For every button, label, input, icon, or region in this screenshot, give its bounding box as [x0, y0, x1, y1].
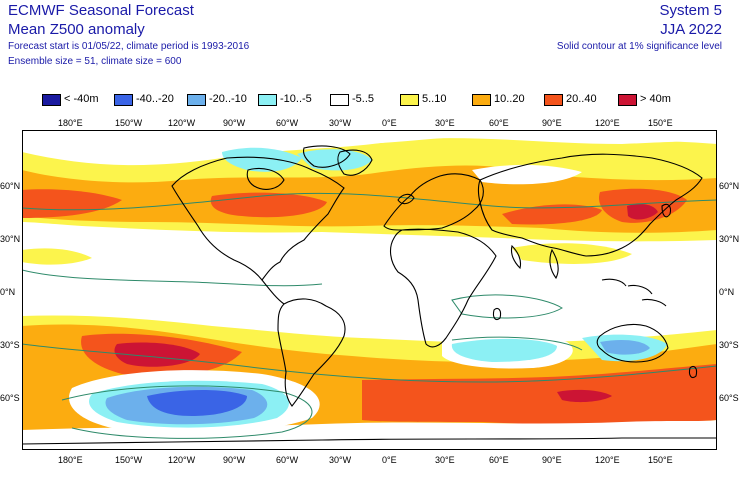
left-lat-label: 30°S [0, 340, 20, 350]
system-label: System 5 [659, 2, 722, 19]
map-subtitle: Mean Z500 anomaly [8, 21, 145, 38]
anomaly-map [22, 130, 717, 450]
legend-swatch [258, 94, 277, 106]
bottom-lon-label: 150°E [648, 455, 673, 465]
bottom-lon-label: 30°E [435, 455, 455, 465]
legend-swatch [472, 94, 491, 106]
bottom-lon-label: 120°E [595, 455, 620, 465]
legend-label: > 40m [640, 93, 671, 105]
right-lat-label: 30°N [719, 234, 740, 244]
bottom-lon-label: 180°E [58, 455, 83, 465]
bottom-lon-label: 90°E [542, 455, 562, 465]
coastlines [22, 145, 717, 445]
bottom-lon-label: 90°W [223, 455, 246, 465]
top-lon-label: 180°E [58, 118, 83, 128]
legend-swatch [618, 94, 637, 106]
significance-contours [22, 192, 717, 439]
ensemble-size-text: Ensemble size = 51, climate size = 600 [8, 56, 182, 67]
top-lon-label: 0°E [382, 118, 397, 128]
legend-swatch [400, 94, 419, 106]
right-lat-label: 30°S [719, 340, 739, 350]
left-lat-label: 30°N [0, 234, 21, 244]
top-lon-label: 60°W [276, 118, 299, 128]
right-lat-label: 0°N [719, 287, 735, 297]
top-lon-label: 60°E [489, 118, 509, 128]
legend-label: -40..-20 [136, 93, 174, 105]
bottom-lon-label: 60°W [276, 455, 299, 465]
left-lat-label: 60°N [0, 181, 21, 191]
bottom-lon-label: 0°E [382, 455, 397, 465]
bottom-lon-label: 150°W [115, 455, 143, 465]
top-lon-label: 30°E [435, 118, 455, 128]
left-lat-label: 0°N [0, 287, 16, 297]
legend-swatch [187, 94, 206, 106]
legend-label: < -40m [64, 93, 99, 105]
top-lon-label: 120°E [595, 118, 620, 128]
top-lon-label: 150°W [115, 118, 143, 128]
bottom-lon-label: 120°W [168, 455, 196, 465]
legend-swatch [544, 94, 563, 106]
right-lat-label: 60°N [719, 181, 740, 191]
legend-label: 5..10 [422, 93, 447, 105]
anomaly-fields [22, 130, 717, 450]
map-title: ECMWF Seasonal Forecast [8, 2, 194, 19]
legend-label: 20..40 [566, 93, 597, 105]
bottom-lon-label: 30°W [329, 455, 352, 465]
legend-label: -20..-10 [209, 93, 247, 105]
period-label: JJA 2022 [660, 21, 722, 38]
significance-note: Solid contour at 1% significance level [556, 41, 722, 52]
legend-label: -10..-5 [280, 93, 312, 105]
top-lon-label: 150°E [648, 118, 673, 128]
legend-swatch [330, 94, 349, 106]
top-lon-label: 90°W [223, 118, 246, 128]
forecast-start-text: Forecast start is 01/05/22, climate peri… [8, 41, 250, 52]
map-frame [22, 130, 717, 450]
top-lon-label: 30°W [329, 118, 352, 128]
legend-label: -5..5 [352, 93, 375, 105]
legend-swatch [114, 94, 133, 106]
top-lon-label: 120°W [168, 118, 196, 128]
top-lon-label: 90°E [542, 118, 562, 128]
right-lat-label: 60°S [719, 393, 739, 403]
bottom-lon-label: 60°E [489, 455, 509, 465]
legend-swatch [42, 94, 61, 106]
left-lat-label: 60°S [0, 393, 20, 403]
legend-label: 10..20 [494, 93, 525, 105]
